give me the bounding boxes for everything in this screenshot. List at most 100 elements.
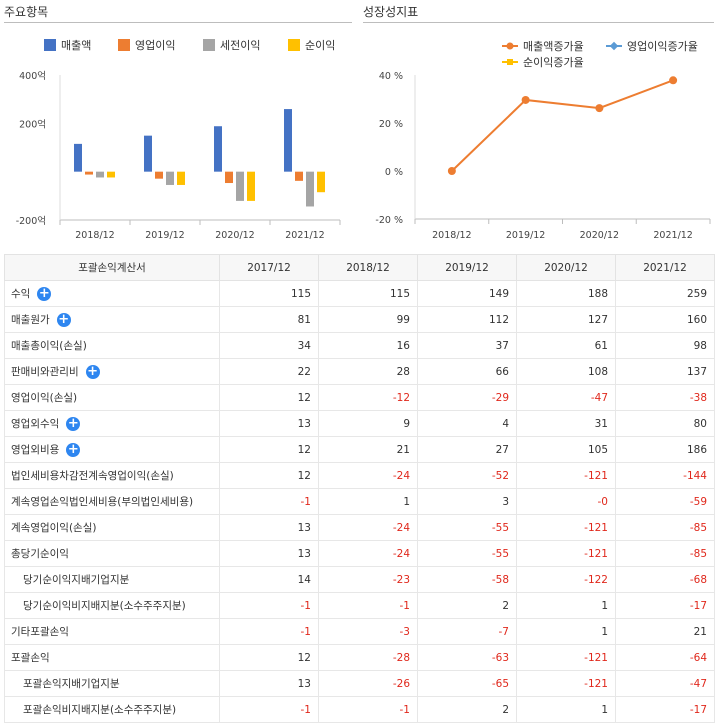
row-label: 기타포괄손익 xyxy=(4,618,220,645)
bar-2020-12-s4 xyxy=(247,171,255,201)
table-cell-value: 4 xyxy=(417,410,517,437)
legend-item-3: 세전이익 xyxy=(203,39,260,52)
row-label-text: 매출원가 xyxy=(11,314,50,326)
expand-plus-icon[interactable]: + xyxy=(56,312,71,327)
row-label-text: 계속영업손익법인세비용(부의법인세비용) xyxy=(11,496,194,508)
table-cell-value: -1 xyxy=(318,592,418,619)
table-cell-value: 115 xyxy=(318,280,418,307)
table-cell-value: -24 xyxy=(318,462,418,489)
table-cell-value: 2 xyxy=(417,696,517,723)
table-cell-value: 80 xyxy=(615,410,715,437)
table-cell-value: 28 xyxy=(318,358,418,385)
table-row: 계속영업손익법인세비용(부의법인세비용) -1 1 3 -0 -59 xyxy=(4,488,715,515)
table-cell-value: 13 xyxy=(219,410,319,437)
expand-plus-icon[interactable]: + xyxy=(85,364,100,379)
table-cell-value: 99 xyxy=(318,306,418,333)
row-label: 포괄손익비지배지분(소수주주지분) xyxy=(4,696,220,723)
line-legend-item-2: 영업이익증가율 xyxy=(606,40,698,53)
legend-label: 영업이익증가율 xyxy=(627,40,698,53)
row-label-text: 포괄손익지배기업지분 xyxy=(23,678,120,690)
table-cell-value: 137 xyxy=(615,358,715,385)
income-statement-table: 포괄손익계산서 2017/12 2018/12 2019/12 2020/12 2021/… xyxy=(4,254,715,723)
table-row: 판매비와관리비 +22 28 66 108 137 xyxy=(4,358,715,385)
row-label-text: 당기순이익비지배지분(소수주주지분) xyxy=(23,600,186,612)
table-cell-value: -1 xyxy=(219,488,319,515)
row-label: 매출총이익(손실) xyxy=(4,332,220,359)
table-cell-value: 12 xyxy=(219,436,319,463)
table-header-year: 2020/12 xyxy=(516,254,616,281)
row-label-text: 영업외비용 xyxy=(11,444,60,456)
bar-2018-12-s2 xyxy=(85,171,93,175)
legend-label: 세전이익 xyxy=(220,39,260,52)
table-cell-value: 1 xyxy=(516,592,616,619)
legend-marker xyxy=(609,41,619,51)
bar-2020-12-s3 xyxy=(236,171,244,201)
table-cell-value: -85 xyxy=(615,540,715,567)
x-tick-label: 2018/12 xyxy=(432,230,471,241)
table-cell-value: -121 xyxy=(516,462,616,489)
table-cell-value: -47 xyxy=(516,384,616,411)
row-label-text: 수익 xyxy=(11,288,31,300)
legend-label: 매출액 xyxy=(61,39,91,52)
row-label: 영업이익(손실) xyxy=(4,384,220,411)
data-point-2020-12 xyxy=(595,104,604,113)
table-cell-value: -122 xyxy=(516,566,616,593)
table-row: 계속영업이익(손실) 13 -24 -55 -121 -85 xyxy=(4,514,715,541)
table-cell-value: -121 xyxy=(516,644,616,671)
y-tick-label: 20 % xyxy=(379,119,403,130)
row-label: 총당기순이익 xyxy=(4,540,220,567)
table-cell-value: 22 xyxy=(219,358,319,385)
table-row: 영업외비용 +12 21 27 105 186 xyxy=(4,436,715,463)
table-cell-value: -85 xyxy=(615,514,715,541)
table-cell-value: -12 xyxy=(318,384,418,411)
table-header-year: 2017/12 xyxy=(219,254,319,281)
left-panel-title: 주요항목 xyxy=(4,5,49,19)
table-cell-value: 16 xyxy=(318,332,418,359)
right-panel-divider xyxy=(363,22,714,23)
table-row: 법인세비용차감전계속영업이익(손실) 12 -24 -52 -121 -144 xyxy=(4,462,715,489)
table-row: 총당기순이익 13 -24 -55 -121 -85 xyxy=(4,540,715,567)
table-row: 매출총이익(손실) 34 16 37 61 98 xyxy=(4,332,715,359)
line-legend-item-1: 매출액증가율 xyxy=(502,40,584,53)
bar-2021-12-s4 xyxy=(317,171,325,193)
expand-plus-icon[interactable]: + xyxy=(37,286,52,301)
table-header-row: 포괄손익계산서 2017/12 2018/12 2019/12 2020/12 2021/… xyxy=(4,254,715,281)
bar-2018-12-s1 xyxy=(74,143,82,172)
table-cell-value: -17 xyxy=(615,592,715,619)
table-cell-value: 149 xyxy=(417,280,517,307)
y-tick-label: 0 % xyxy=(385,167,403,178)
table-cell-value: 1 xyxy=(318,488,418,515)
table-cell-value: -47 xyxy=(615,670,715,697)
expand-plus-icon[interactable]: + xyxy=(66,442,81,457)
table-cell-value: 112 xyxy=(417,306,517,333)
row-label: 계속영업이익(손실) xyxy=(4,514,220,541)
table-cell-value: -52 xyxy=(417,462,517,489)
table-cell-value: -121 xyxy=(516,540,616,567)
bar-2020-12-s1 xyxy=(214,126,222,172)
row-label-text: 기타포괄손익 xyxy=(11,626,69,638)
table-header-title: 포괄손익계산서 xyxy=(4,254,220,281)
x-tick-label: 2019/12 xyxy=(506,230,545,241)
y-tick-label: 400억 xyxy=(19,70,46,82)
legend-swatch xyxy=(44,39,56,51)
table-row: 영업이익(손실) 12 -12 -29 -47 -38 xyxy=(4,384,715,411)
table-cell-value: -24 xyxy=(318,540,418,567)
row-label-text: 영업외수익 xyxy=(11,418,60,430)
table-cell-value: 12 xyxy=(219,384,319,411)
table-header-year: 2018/12 xyxy=(318,254,418,281)
table-cell-value: -58 xyxy=(417,566,517,593)
data-point-2021-12 xyxy=(669,76,678,85)
table-cell-value: 259 xyxy=(615,280,715,307)
y-tick-label: 200억 xyxy=(19,118,46,130)
table-cell-value: -144 xyxy=(615,462,715,489)
table-cell-value: 34 xyxy=(219,332,319,359)
expand-plus-icon[interactable]: + xyxy=(66,416,81,431)
x-tick-label: 2019/12 xyxy=(145,230,184,241)
row-label: 법인세비용차감전계속영업이익(손실) xyxy=(4,462,220,489)
row-label-text: 포괄손익비지배지분(소수주주지분) xyxy=(23,704,177,716)
legend-swatch xyxy=(288,39,300,51)
table-cell-value: -23 xyxy=(318,566,418,593)
left-panel-divider xyxy=(4,22,352,23)
table-cell-value: -0 xyxy=(516,488,616,515)
